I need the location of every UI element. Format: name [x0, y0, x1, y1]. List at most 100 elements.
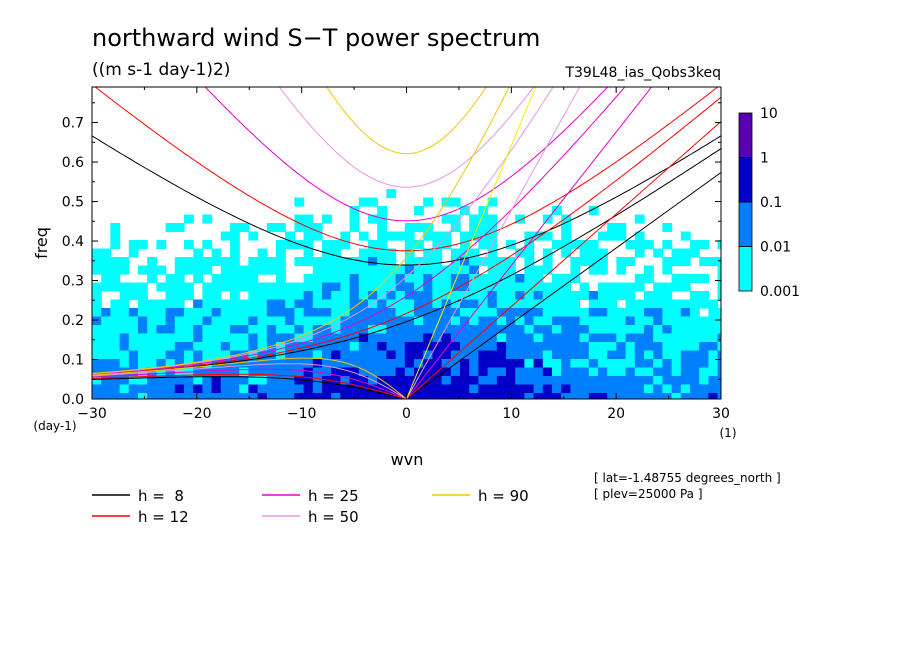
spectrum-cell — [570, 359, 581, 369]
spectrum-cell — [506, 376, 516, 386]
spectrum-cell — [119, 299, 130, 309]
spectrum-cell — [487, 231, 498, 241]
spectrum-cell — [414, 325, 424, 335]
spectrum-cell — [662, 350, 673, 360]
spectrum-cell — [450, 265, 461, 275]
spectrum-cell — [404, 350, 415, 360]
spectrum-cell — [423, 223, 433, 233]
spectrum-cell — [119, 376, 130, 386]
spectrum-cell — [119, 342, 130, 352]
spectrum-cell — [294, 384, 305, 394]
spectrum-cell — [570, 376, 581, 386]
spectrum-cell — [92, 248, 102, 258]
spectrum-cell — [303, 274, 314, 284]
spectrum-cell — [303, 240, 314, 250]
spectrum-cell — [276, 393, 286, 399]
spectrum-cell — [119, 265, 130, 275]
spectrum-cell — [487, 367, 498, 377]
spectrum-cell — [680, 359, 691, 369]
spectrum-cell — [331, 282, 341, 292]
spectrum-cell — [478, 308, 489, 318]
spectrum-cell — [616, 257, 627, 267]
spectrum-cell — [662, 291, 673, 301]
spectrum-cell — [285, 291, 295, 301]
spectrum-cell — [312, 316, 323, 326]
spectrum-cell — [128, 248, 139, 258]
spectrum-cell — [386, 291, 397, 301]
spectrum-cell — [561, 359, 571, 369]
spectrum-cell — [184, 384, 194, 394]
spectrum-cell — [294, 333, 305, 343]
spectrum-cell — [441, 342, 452, 352]
spectrum-cell — [460, 308, 470, 318]
spectrum-cell — [542, 359, 553, 369]
spectrum-cell — [386, 359, 397, 369]
spectrum-cell — [441, 299, 452, 309]
spectrum-cell — [128, 325, 139, 335]
spectrum-cell — [414, 384, 424, 394]
spectrum-cell — [487, 308, 498, 318]
spectrum-cell — [220, 384, 231, 394]
spectrum-cell — [644, 291, 654, 301]
spectrum-cell — [138, 367, 148, 377]
spectrum-cell — [358, 197, 369, 207]
spectrum-cell — [266, 342, 277, 352]
spectrum-cell — [552, 367, 562, 377]
spectrum-cell — [193, 350, 203, 360]
spectrum-cell — [607, 350, 617, 360]
spectrum-cell — [101, 325, 111, 335]
spectrum-cell — [478, 333, 489, 343]
spectrum-cell — [625, 282, 636, 292]
spectrum-cell — [404, 240, 415, 250]
spectrum-cell — [607, 342, 617, 352]
spectrum-cell — [386, 350, 397, 360]
spectrum-cell — [506, 265, 516, 275]
rossby-wave-curve — [92, 368, 407, 399]
spectrum-cell — [386, 231, 397, 241]
spectrum-cell — [110, 342, 121, 352]
spectrum-cell — [358, 316, 369, 326]
spectrum-cell — [386, 333, 397, 343]
spectrum-cell — [349, 384, 360, 394]
spectrum-cell — [322, 376, 332, 386]
spectrum-cell — [230, 308, 240, 318]
spectrum-cell — [110, 282, 121, 292]
spectrum-cell — [395, 333, 406, 343]
spectrum-cell — [312, 257, 323, 267]
spectrum-cell — [377, 265, 387, 275]
spectrum-cell — [312, 223, 323, 233]
spectrum-cell — [276, 265, 286, 275]
spectrum-cell — [432, 376, 443, 386]
spectrum-cell — [92, 291, 102, 301]
spectrum-cell — [423, 197, 433, 207]
spectrum-cell — [303, 257, 314, 267]
spectrum-cell — [266, 376, 277, 386]
spectrum-cell — [257, 265, 268, 275]
spectrum-cell — [598, 376, 608, 386]
spectrum-cell — [395, 350, 406, 360]
spectrum-cell — [469, 291, 479, 301]
spectrum-cell — [616, 308, 627, 318]
spectrum-cell — [119, 257, 130, 267]
spectrum-cell — [156, 359, 167, 369]
spectrum-cell — [193, 384, 203, 394]
spectrum-cell — [690, 367, 700, 377]
spectrum-cell — [294, 367, 305, 377]
spectrum-cell — [312, 342, 323, 352]
spectrum-cell — [542, 333, 553, 343]
spectrum-cell — [211, 325, 222, 335]
spectrum-cell — [239, 308, 249, 318]
spectrum-cell — [92, 299, 102, 309]
spectrum-cell — [349, 291, 360, 301]
spectrum-cell — [644, 325, 654, 335]
spectrum-cell — [358, 308, 369, 318]
y-tick-label: 0.1 — [62, 353, 84, 369]
spectrum-cell — [257, 248, 268, 258]
spectrum-cell — [552, 206, 562, 216]
spectrum-cell — [165, 359, 176, 369]
spectrum-cell — [174, 376, 185, 386]
spectrum-cell — [625, 384, 636, 394]
spectrum-cell — [561, 367, 571, 377]
spectrum-cell — [358, 231, 369, 241]
spectrum-cell — [570, 393, 581, 399]
